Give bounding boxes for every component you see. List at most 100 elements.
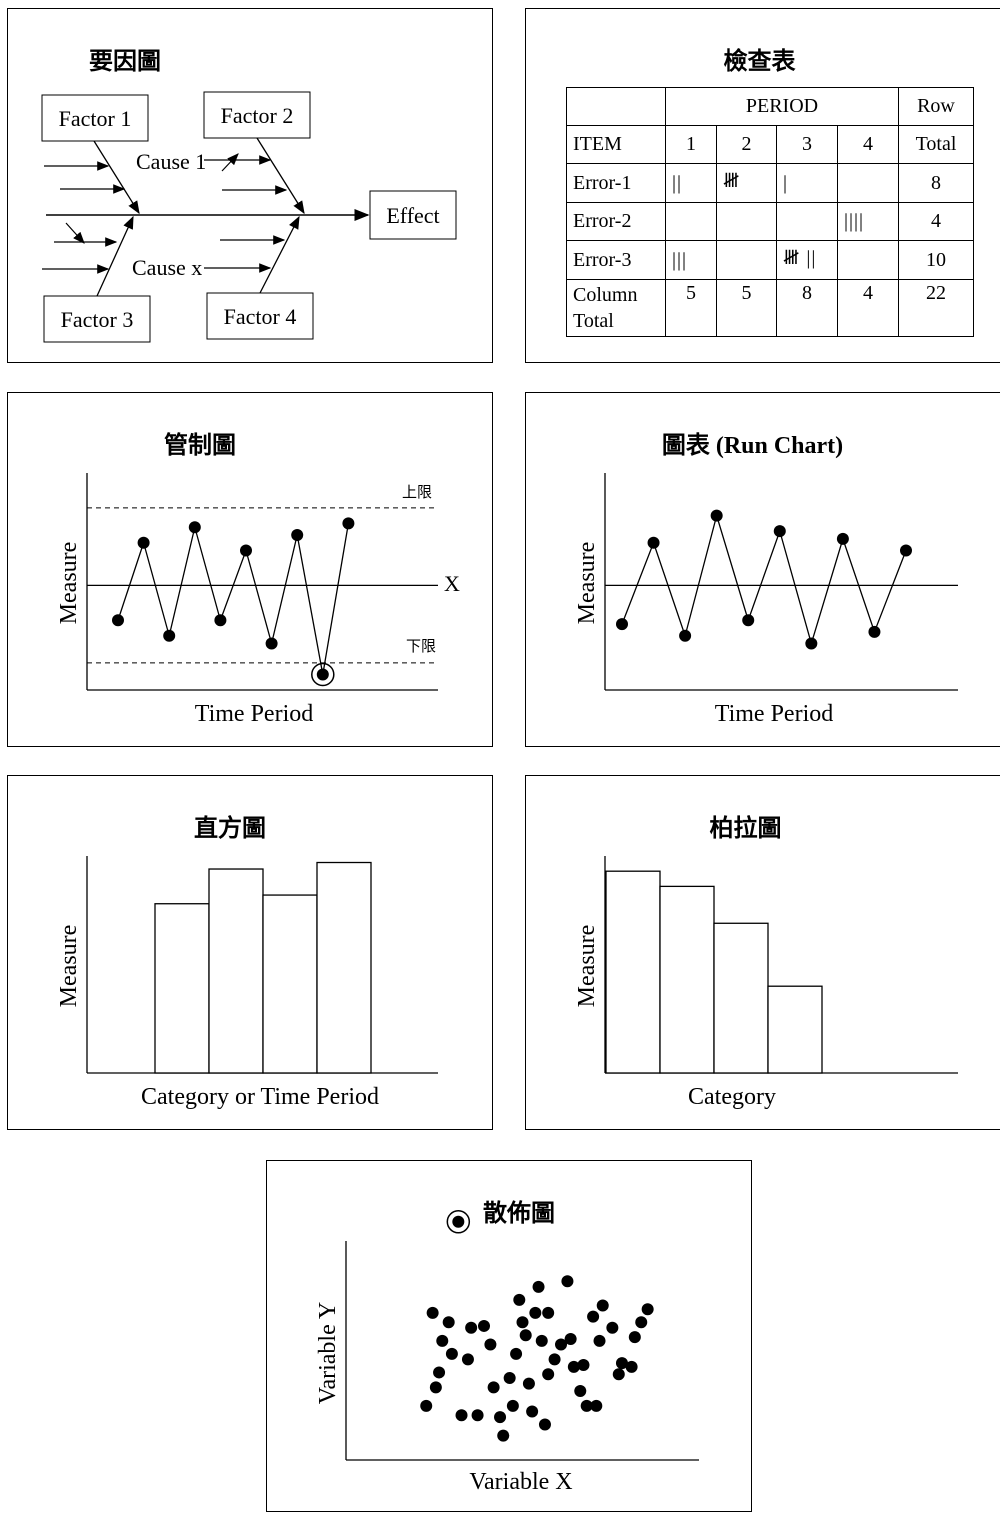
data-point <box>679 629 692 642</box>
x-axis-label: Time Period <box>715 701 833 727</box>
bone-2 <box>256 137 305 215</box>
data-point <box>429 1381 442 1394</box>
run-chart-plot: Measure Time Period <box>574 473 958 727</box>
bar <box>154 903 210 1074</box>
data-point <box>240 544 252 557</box>
data-point <box>742 614 755 627</box>
sub-arrow <box>65 222 85 244</box>
data-point <box>510 1347 523 1360</box>
tally-cell: | <box>776 163 838 203</box>
y-axis-label: Measure <box>56 542 82 625</box>
factor-2-box <box>203 91 311 139</box>
run-chart-panel: 圖表 (Run Chart) Measure Time Period <box>525 392 1000 747</box>
item-header: ITEM <box>566 125 666 164</box>
table-row: PERIOD Row <box>566 87 974 126</box>
sub-arrow <box>221 153 239 172</box>
data-point <box>532 1280 545 1293</box>
cause-1-label: Cause 1 <box>136 149 206 174</box>
data-point <box>112 614 124 627</box>
check-table: PERIOD Row ITEM 1 2 3 4 Total Error-1 ||… <box>566 87 974 337</box>
pareto-plot: Measure Category <box>574 856 958 1110</box>
y-axis-label: Measure <box>574 542 600 625</box>
data-point <box>548 1353 561 1366</box>
data-point <box>606 1321 619 1334</box>
row-total-cell: 4 <box>898 202 974 241</box>
data-point <box>445 1347 458 1360</box>
data-point <box>487 1381 500 1394</box>
pareto-panel: 柏拉圖 Measure Category <box>525 775 1000 1130</box>
data-point <box>163 629 176 642</box>
data-point <box>455 1409 468 1422</box>
column-total-label: Column Total <box>566 279 666 337</box>
x-axis-label: Category <box>688 1084 776 1110</box>
table-cell <box>566 87 666 126</box>
data-point <box>535 1334 548 1347</box>
tally-cell: 𝍸 <box>716 163 777 203</box>
y-axis-label: Measure <box>56 925 82 1008</box>
factor-1-label: Factor 1 <box>59 106 132 131</box>
period-cell: 4 <box>837 125 899 164</box>
data-point <box>596 1299 609 1312</box>
factor-2-label: Factor 2 <box>221 103 294 128</box>
data-point <box>497 1429 510 1442</box>
checksheet-title: 檢查表 <box>723 47 796 75</box>
data-point <box>773 525 786 538</box>
data-point <box>616 618 628 631</box>
data-point <box>580 1399 593 1412</box>
center-line-label: X <box>444 571 460 596</box>
fishbone-diagram: Effect Factor 1 Factor 2 Factor 3 Factor… <box>41 91 457 343</box>
period-header: PERIOD <box>665 87 899 126</box>
data-point <box>641 1303 654 1316</box>
tally-cell: ||| <box>665 240 717 280</box>
data-point <box>593 1334 606 1347</box>
data-point <box>542 1306 555 1319</box>
pareto-title: 柏拉圖 <box>709 814 782 842</box>
column-total-cell: 5 <box>716 279 777 337</box>
data-point <box>628 1331 641 1344</box>
period-cell: 2 <box>716 125 777 164</box>
series-line <box>117 523 350 675</box>
tally-cell <box>776 202 838 241</box>
control-chart-title: 管制圖 <box>164 431 236 459</box>
scatter-title: 散佈圖 <box>483 1199 555 1227</box>
factor-3-box <box>43 295 151 343</box>
data-point <box>342 517 355 530</box>
factor-4-label: Factor 4 <box>224 304 297 329</box>
data-point <box>188 521 201 534</box>
factor-4-box <box>206 292 314 340</box>
checksheet-panel: 檢查表 PERIOD Row ITEM 1 2 3 4 Total Error-… <box>525 8 1000 363</box>
data-point <box>477 1319 490 1332</box>
bar <box>208 868 264 1074</box>
data-point <box>612 1368 625 1381</box>
cause-x-label: Cause x <box>132 255 202 280</box>
data-point <box>420 1399 433 1412</box>
x-axis-label: Variable X <box>469 1469 572 1495</box>
data-point <box>442 1316 455 1329</box>
bar <box>262 894 318 1074</box>
data-point <box>647 536 660 549</box>
tally-cell: |||| <box>837 202 899 241</box>
tally-cell <box>716 202 777 241</box>
ucl-label: 上限 <box>402 483 432 501</box>
data-point <box>506 1399 519 1412</box>
series-line <box>621 513 907 646</box>
run-chart-title: 圖表 (Run Chart) <box>661 433 844 459</box>
bar <box>605 870 661 1074</box>
data-point <box>567 1360 580 1373</box>
data-point <box>316 668 329 681</box>
data-point <box>564 1332 577 1345</box>
effect-label: Effect <box>386 203 439 228</box>
data-point <box>868 625 881 638</box>
data-point <box>625 1360 638 1373</box>
item-cell: Error-2 <box>566 202 666 241</box>
tally-cell: 𝍸 || <box>776 240 838 280</box>
x-axis-label: Time Period <box>195 701 313 727</box>
fishbone-panel: 要因圖 Effect Factor 1 Factor 2 Factor 3 Fa… <box>7 8 493 363</box>
lcl-label: 下限 <box>406 637 436 655</box>
histogram-plot: Measure Category or Time Period <box>56 856 438 1110</box>
bar <box>767 985 823 1074</box>
tally-cell <box>837 240 899 280</box>
effect-box <box>369 190 457 240</box>
data-point <box>526 1405 539 1418</box>
data-point <box>635 1316 648 1329</box>
